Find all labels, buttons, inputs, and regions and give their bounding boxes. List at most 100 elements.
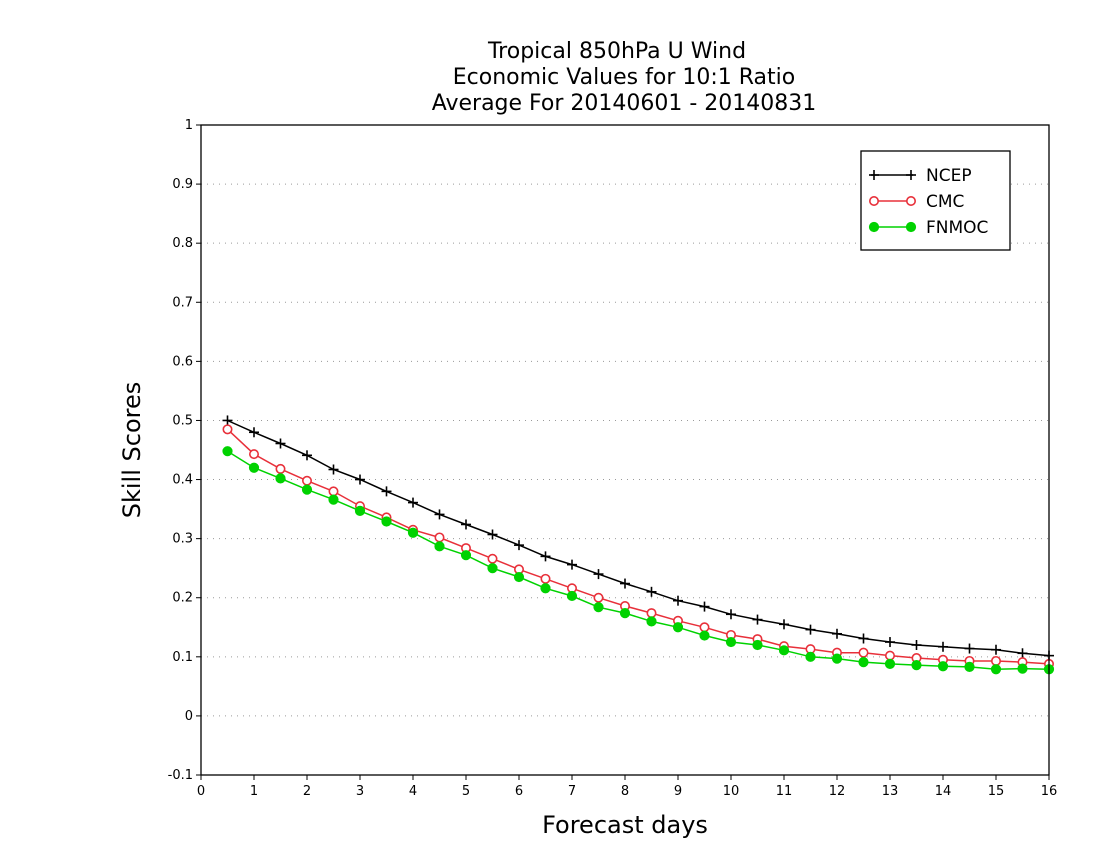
- data-point-ncep: [673, 595, 683, 606]
- series-line-cmc: [226, 428, 1050, 665]
- data-point-fnmoc: [540, 583, 551, 594]
- data-point-ncep: [567, 559, 577, 570]
- data-point-fnmoc: [778, 645, 790, 656]
- data-point-cmc: [434, 532, 445, 543]
- axes: -0.100.10.20.30.40.50.60.70.80.910 1 2 3 4 5 6…: [168, 118, 1058, 799]
- data-point-fnmoc: [725, 636, 737, 648]
- data-point-fnmoc: [222, 446, 233, 457]
- x-tick-label: 4: [409, 784, 417, 799]
- data-point-fnmoc: [911, 659, 922, 671]
- data-point-cmc: [884, 650, 895, 661]
- data-point-fnmoc: [646, 616, 657, 627]
- grid: [201, 183, 1049, 717]
- x-tick-label: 10: [723, 784, 740, 799]
- data-point-ncep: [434, 509, 445, 520]
- data-point-cmc: [858, 647, 869, 658]
- legend-marker-ncep: [869, 170, 879, 180]
- data-point-fnmoc: [672, 622, 684, 633]
- data-point-fnmoc: [354, 505, 366, 516]
- data-point-fnmoc: [858, 657, 869, 668]
- data-point-cmc: [646, 608, 657, 619]
- data-point-cmc: [249, 449, 260, 460]
- legend-item-ncep: NCEP: [869, 166, 972, 186]
- x-tick-label: 1: [250, 784, 258, 799]
- y-tick-label: 0.2: [172, 591, 193, 606]
- series-ncep: [222, 415, 1054, 661]
- data-point-fnmoc: [407, 527, 419, 538]
- y-tick-label: 1: [185, 118, 193, 133]
- series-line-ncep: [227, 419, 1050, 657]
- title-line-2: Economic Values for 10:1 Ratio: [453, 65, 795, 90]
- series-line-fnmoc: [227, 450, 1050, 670]
- legend-marker-cmc: [868, 196, 879, 207]
- data-point-fnmoc: [248, 462, 260, 473]
- data-point-cmc: [487, 553, 498, 564]
- data-point-fnmoc: [301, 484, 313, 495]
- data-point-ncep: [832, 628, 842, 639]
- chart-title: Tropical 850hPa U Wind Economic Values f…: [432, 39, 817, 116]
- x-tick-label: 0: [197, 784, 205, 799]
- data-point-fnmoc: [937, 661, 949, 672]
- data-point-fnmoc: [381, 516, 392, 527]
- data-point-ncep: [779, 619, 789, 630]
- data-point-cmc: [540, 573, 551, 584]
- y-tick-label: 0.3: [172, 532, 193, 547]
- legend-label-cmc: CMC: [926, 192, 964, 212]
- data-point-cmc: [699, 622, 710, 633]
- series-layer: [222, 415, 1055, 675]
- data-point-cmc: [222, 424, 233, 435]
- data-point-ncep: [646, 586, 657, 597]
- data-point-ncep: [991, 644, 1001, 655]
- data-point-ncep: [752, 614, 763, 625]
- data-point-fnmoc: [513, 571, 525, 583]
- legend-marker-ncep: [906, 170, 916, 180]
- data-point-ncep: [1017, 648, 1028, 659]
- data-point-fnmoc: [699, 630, 710, 641]
- data-point-cmc: [328, 486, 339, 497]
- data-point-fnmoc: [990, 664, 1002, 675]
- data-point-ncep: [355, 474, 365, 485]
- data-point-ncep: [964, 643, 975, 654]
- x-tick-label: 15: [988, 784, 1005, 799]
- y-tick-label: -0.1: [168, 768, 193, 783]
- data-point-fnmoc: [434, 541, 445, 552]
- legend-label-ncep: NCEP: [926, 166, 972, 186]
- data-point-ncep: [461, 519, 471, 530]
- data-point-fnmoc: [487, 563, 498, 574]
- x-axis-title: Forecast days: [542, 811, 708, 839]
- x-tick-label: 13: [882, 784, 899, 799]
- data-point-ncep: [726, 609, 736, 620]
- data-point-fnmoc: [831, 653, 843, 664]
- data-point-fnmoc: [964, 661, 975, 672]
- data-point-fnmoc: [1017, 663, 1028, 674]
- data-point-fnmoc: [566, 590, 578, 602]
- data-point-ncep: [302, 450, 312, 461]
- legend-marker-fnmoc: [905, 221, 917, 233]
- title-line-3: Average For 20140601 - 20140831: [432, 91, 817, 116]
- data-point-ncep: [275, 438, 286, 449]
- data-point-ncep: [540, 551, 551, 562]
- legend-item-fnmoc: FNMOC: [868, 218, 988, 238]
- data-point-ncep: [593, 569, 604, 580]
- data-point-ncep: [381, 486, 392, 497]
- series-fnmoc: [222, 446, 1055, 675]
- title-line-1: Tropical 850hPa U Wind: [487, 39, 746, 64]
- data-point-ncep: [514, 540, 524, 551]
- x-tick-label: 7: [568, 784, 576, 799]
- y-tick-label: 0.4: [172, 473, 193, 488]
- data-point-fnmoc: [460, 550, 472, 561]
- y-tick-label: 0.1: [172, 650, 193, 665]
- series-cmc: [222, 424, 1055, 669]
- x-tick-label: 6: [515, 784, 523, 799]
- x-tick-label: 2: [303, 784, 311, 799]
- legend-marker-fnmoc: [868, 221, 880, 233]
- data-point-ncep: [858, 633, 869, 644]
- x-tick-label: 9: [674, 784, 682, 799]
- data-point-ncep: [249, 427, 259, 438]
- data-point-ncep: [487, 529, 498, 540]
- data-point-ncep: [620, 578, 630, 589]
- data-point-ncep: [222, 415, 233, 426]
- data-point-ncep: [805, 624, 816, 635]
- data-point-ncep: [938, 641, 948, 652]
